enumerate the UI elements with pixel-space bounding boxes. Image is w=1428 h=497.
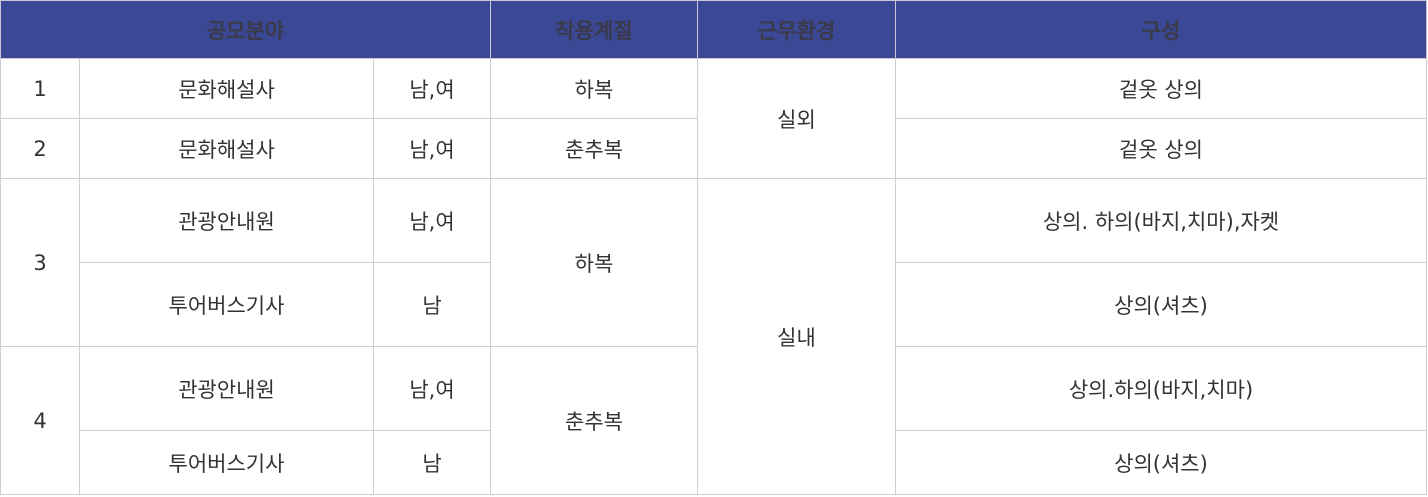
- gender-cell: 남: [373, 262, 491, 347]
- header-composition: 구성: [895, 0, 1427, 59]
- row-number: 4: [0, 346, 80, 495]
- season-cell: 춘추복: [490, 346, 698, 495]
- composition-cell: 상의(셔츠): [895, 262, 1427, 347]
- environment-cell: 실내: [697, 178, 896, 495]
- composition-cell: 상의(셔츠): [895, 430, 1427, 495]
- row-number: 3: [0, 178, 80, 347]
- header-environment: 근무환경: [697, 0, 896, 59]
- season-cell: 하복: [490, 178, 698, 347]
- environment-cell: 실외: [697, 58, 896, 179]
- job-cell: 투어버스기사: [79, 262, 374, 347]
- gender-cell: 남,여: [373, 178, 491, 263]
- row-number: 2: [0, 118, 80, 179]
- row-number: 1: [0, 58, 80, 119]
- job-cell: 관광안내원: [79, 346, 374, 431]
- table-row: 투어버스기사 남 상의(셔츠): [1, 262, 1427, 347]
- job-cell: 관광안내원: [79, 178, 374, 263]
- composition-cell: 겉옷 상의: [895, 58, 1427, 119]
- gender-cell: 남,여: [373, 346, 491, 431]
- job-cell: 문화해설사: [79, 58, 374, 119]
- table-row: 1 문화해설사 남,여 하복 실외 겉옷 상의: [0, 58, 1427, 179]
- header-field: 공모분야: [0, 0, 491, 59]
- composition-cell: 상의. 하의(바지,치마),자켓: [895, 178, 1427, 263]
- table-row: 투어버스기사 남 상의(셔츠): [1, 430, 1427, 495]
- table-row: 2 문화해설사 남,여 춘추복 겉옷 상의: [0, 118, 1427, 179]
- header-row: 공모분야 착용계절 근무환경 구성: [0, 0, 1427, 59]
- gender-cell: 남,여: [373, 118, 491, 179]
- composition-cell: 겉옷 상의: [895, 118, 1427, 179]
- gender-cell: 남,여: [373, 58, 491, 119]
- gender-cell: 남: [373, 430, 491, 495]
- season-cell: 하복: [490, 58, 698, 119]
- season-cell: 춘추복: [490, 118, 698, 179]
- table-row: 4 관광안내원 남,여 춘추복 상의.하의(바지,치마): [0, 346, 1427, 495]
- job-cell: 투어버스기사: [79, 430, 374, 495]
- header-season: 착용계절: [490, 0, 698, 59]
- composition-cell: 상의.하의(바지,치마): [895, 346, 1427, 431]
- job-cell: 문화해설사: [79, 118, 374, 179]
- table-row: 3 관광안내원 남,여 하복 실내 상의. 하의(바지,치마),자켓: [0, 178, 1427, 495]
